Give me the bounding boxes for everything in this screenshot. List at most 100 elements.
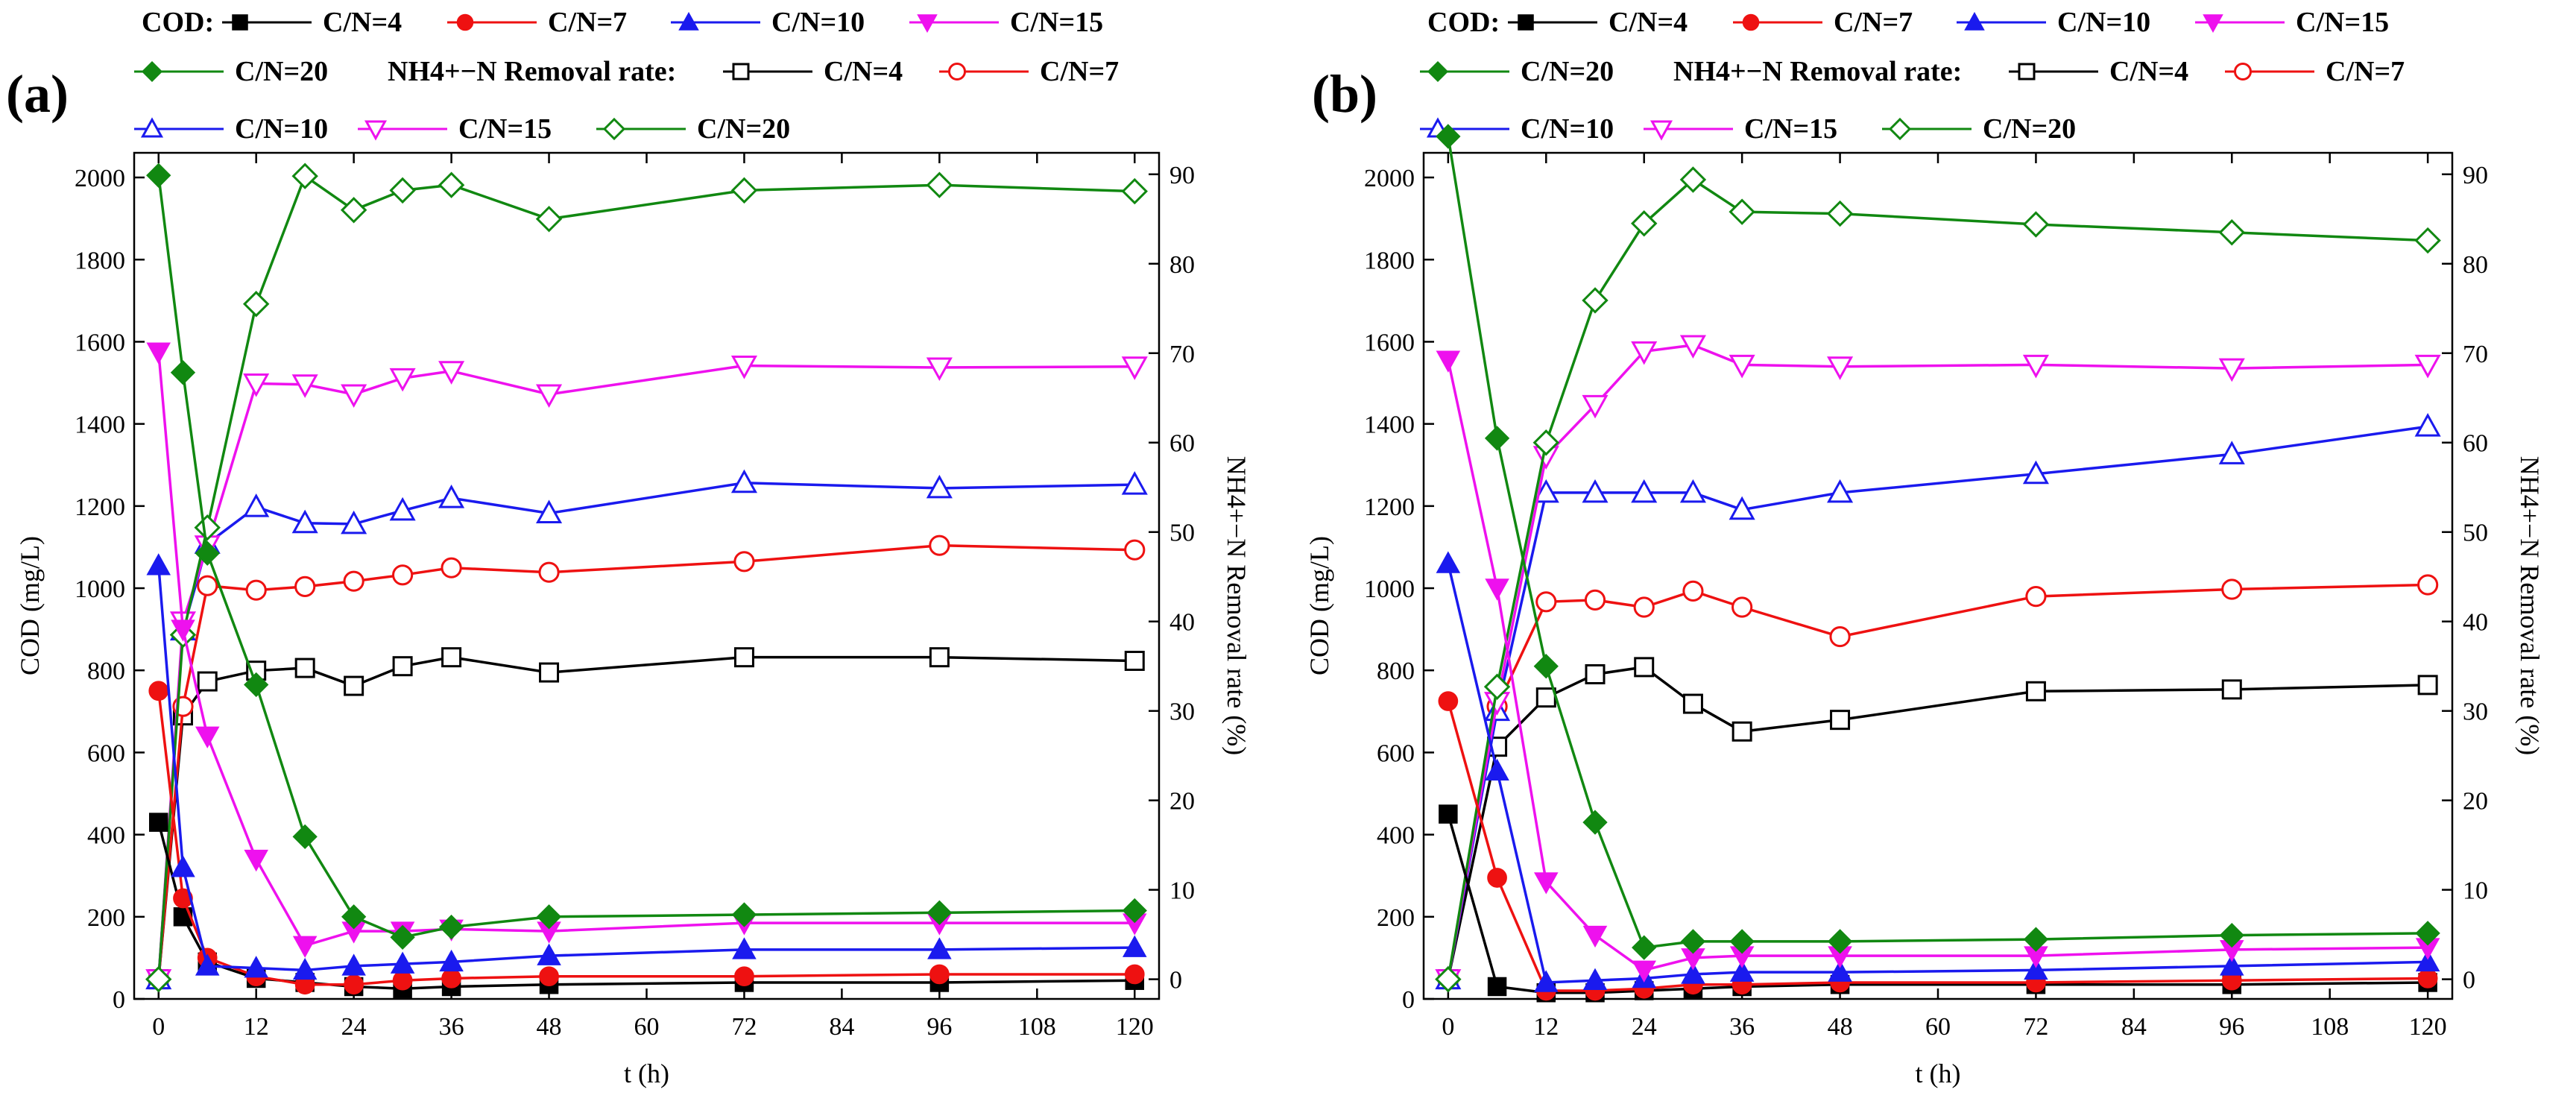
cod-point xyxy=(539,966,559,987)
nh4-point xyxy=(1532,479,1559,503)
legend-label: C/N=7 xyxy=(2326,56,2405,87)
cod-point xyxy=(2023,927,2049,952)
x-axis-title: t (h) xyxy=(1916,1059,1961,1088)
x-tick-label: 12 xyxy=(244,1013,269,1041)
cod-point xyxy=(732,937,757,959)
legend-marker xyxy=(1518,14,1534,31)
nh4-point xyxy=(1830,710,1851,731)
cod-point xyxy=(344,974,364,995)
nh4-point xyxy=(438,361,465,385)
nh4-point xyxy=(1682,580,1704,602)
legend-label: C/N=10 xyxy=(2057,7,2150,38)
legend-label: C/N=20 xyxy=(697,113,790,145)
y2-tick-label: 10 xyxy=(1169,877,1195,905)
legend-marker xyxy=(1888,117,1912,141)
cod-point xyxy=(390,924,415,950)
x-tick-label: 108 xyxy=(1018,1013,1056,1041)
cod-point xyxy=(292,957,318,980)
nh4-point xyxy=(1582,479,1609,503)
cod-point xyxy=(1680,929,1706,954)
nh4-point xyxy=(535,384,563,409)
nh4-point xyxy=(730,177,758,204)
nh4-line xyxy=(157,543,1135,980)
nh4-point xyxy=(441,647,462,668)
cod-point xyxy=(2024,957,2048,980)
legend-label: C/N=4 xyxy=(1609,7,1688,38)
y-tick-label: 1200 xyxy=(1364,493,1415,521)
cod-point xyxy=(244,849,268,872)
nh4-point xyxy=(2414,413,2441,437)
nh4-point xyxy=(438,485,465,508)
cod-point xyxy=(148,681,169,701)
legend-item-cod-cn10: C/N=10 xyxy=(671,7,865,38)
legend-marker xyxy=(917,14,938,34)
nh4-point xyxy=(1729,198,1755,225)
legend: COD: C/N=4 C/N=7 C/N=10 C/N=15 C/N=20 NH4+−N R… xyxy=(134,7,1119,145)
y-tick-label: 1000 xyxy=(75,576,125,603)
y2-tick-label: 90 xyxy=(1169,162,1195,189)
cod-point xyxy=(1122,898,1147,924)
cod-point xyxy=(2220,953,2244,976)
nh4-point xyxy=(1532,429,1560,456)
nh4-point xyxy=(1124,650,1145,671)
nh4-point xyxy=(294,658,315,678)
nh4-series-cn10 xyxy=(1435,413,2441,990)
cod-point xyxy=(926,900,953,925)
cod-series-cn10 xyxy=(1436,551,2440,992)
plot-frame xyxy=(1422,151,2454,1000)
y-tick-label: 200 xyxy=(1377,904,1415,932)
legend-marker xyxy=(140,117,164,138)
nh4-point xyxy=(441,557,462,578)
nh4-point xyxy=(1535,591,1557,613)
nh4-series-cn20 xyxy=(1435,166,2441,993)
legend-marker xyxy=(732,63,750,81)
nh4-point xyxy=(730,356,758,379)
cod-point xyxy=(171,855,195,877)
nh4-point xyxy=(1584,589,1606,611)
legend-label: C/N=20 xyxy=(235,56,328,87)
x-tick-label: 120 xyxy=(1116,1013,1154,1041)
nh4-point xyxy=(926,474,953,499)
nh4-point xyxy=(243,493,270,517)
cod-line xyxy=(157,175,1135,939)
legend-label: C/N=7 xyxy=(548,7,627,38)
cod-point xyxy=(292,824,318,850)
nh4-point xyxy=(340,197,367,224)
legend-label: C/N=7 xyxy=(1040,56,1119,87)
y-axis-title: COD (mg/L) xyxy=(15,536,45,675)
cod-point xyxy=(1438,691,1459,711)
cod-point xyxy=(1436,551,1461,573)
cod-point xyxy=(1487,977,1507,997)
nh4-point xyxy=(1827,479,1854,503)
nh4-series-cn20 xyxy=(145,163,1148,993)
nh4-point xyxy=(2417,675,2438,696)
y-tick-label: 1600 xyxy=(75,329,125,356)
y-axis-title: COD (mg/L) xyxy=(1304,536,1334,675)
legend-label: C/N=15 xyxy=(1010,7,1103,38)
legend-item-nh4-cn7: C/N=7 xyxy=(2225,56,2405,87)
nh4-point xyxy=(343,570,364,592)
y-tick-label: 800 xyxy=(1377,658,1415,685)
series-layer xyxy=(145,163,1148,998)
nh4-point xyxy=(341,384,367,409)
nh4-point xyxy=(1679,335,1706,359)
cod-point xyxy=(171,619,195,642)
legend-item-nh4-cn10: C/N=10 xyxy=(1420,113,1614,145)
nh4-point xyxy=(2414,227,2441,254)
nh4-line xyxy=(1447,583,2428,980)
cod-point xyxy=(441,968,461,988)
cod-point xyxy=(341,953,366,976)
nh4-point xyxy=(538,561,560,583)
nh4-series-cn15 xyxy=(1435,335,2441,993)
nh4-point xyxy=(2218,358,2245,382)
nh4-point xyxy=(1435,965,1462,993)
cod-point xyxy=(170,360,196,385)
y2-tick-label: 30 xyxy=(1169,699,1195,726)
x-tick-label: 84 xyxy=(829,1013,854,1041)
cod-point xyxy=(1436,124,1461,149)
legend-item-nh4-cn15: C/N=15 xyxy=(358,113,552,145)
y-tick-label: 800 xyxy=(87,658,125,685)
nh4-point xyxy=(733,647,754,668)
legend-item-nh4-cn10: C/N=10 xyxy=(134,113,328,145)
x-tick-label: 48 xyxy=(1828,1013,1853,1041)
